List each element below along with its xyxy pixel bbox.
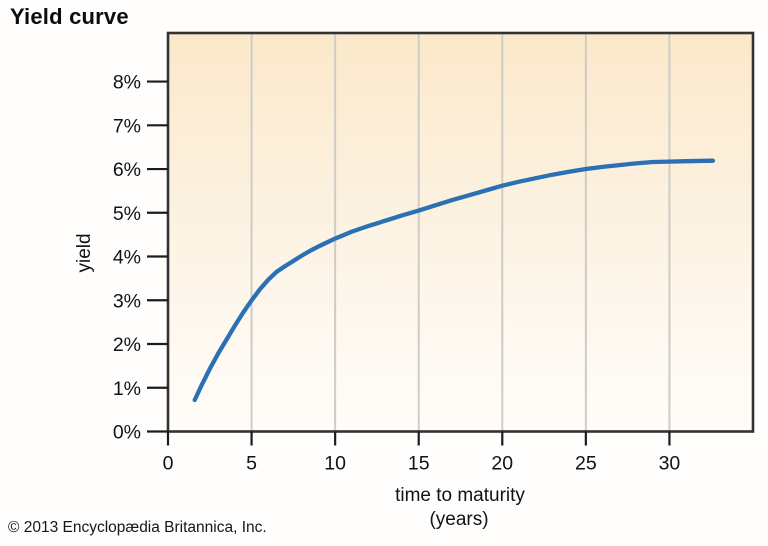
gridlines — [250, 34, 671, 431]
x-axis-label-units: (years) — [429, 509, 488, 530]
y-axis-ticks: 0% 1% 2% 3% 4% 5% 6% 7% 8% — [113, 72, 168, 444]
x-axis-label: time to maturity — [395, 485, 525, 506]
y-tick-label-5: 5% — [113, 203, 141, 225]
y-tick-label-1: 1% — [113, 378, 141, 400]
y-tick-label-7: 7% — [113, 115, 141, 137]
x-axis-ticks: 0 5 10 15 20 25 30 — [163, 431, 681, 475]
x-tick-label-15: 15 — [408, 453, 430, 475]
x-tick-label-20: 20 — [491, 453, 513, 475]
y-axis-label: yield — [74, 233, 95, 272]
y-tick-label-6: 6% — [113, 159, 141, 181]
y-tick-label-2: 2% — [113, 334, 141, 356]
y-tick-label-0: 0% — [113, 422, 141, 444]
y-tick-label-8: 8% — [113, 72, 141, 94]
x-tick-label-25: 25 — [575, 453, 597, 475]
x-tick-label-0: 0 — [163, 453, 174, 475]
copyright-text: © 2013 Encyclopædia Britannica, Inc. — [8, 519, 267, 536]
y-tick-label-3: 3% — [113, 290, 141, 312]
chart-title: Yield curve — [10, 4, 129, 29]
x-tick-label-5: 5 — [246, 453, 257, 475]
yield-curve-line — [192, 158, 716, 403]
plot-border — [166, 31, 755, 433]
x-tick-label-10: 10 — [324, 453, 346, 475]
x-tick-label-30: 30 — [659, 453, 681, 475]
y-tick-label-4: 4% — [113, 247, 141, 269]
plot-area — [168, 33, 753, 432]
